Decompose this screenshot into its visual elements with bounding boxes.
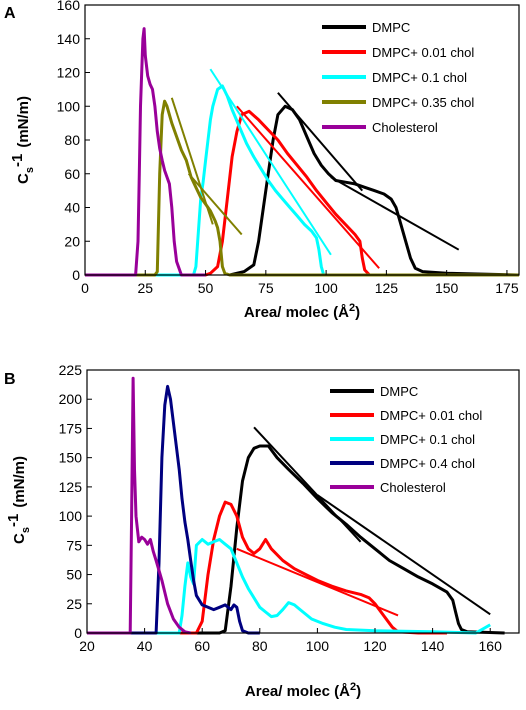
series-dmpc-fit-line	[277, 92, 364, 192]
panel-a-fit-lines	[170, 68, 460, 269]
panel-a-label: A	[4, 5, 16, 22]
y-tick-label: 160	[57, 0, 81, 13]
y-tick-label: 60	[64, 166, 80, 182]
y-tick-label: 140	[57, 31, 81, 47]
legend-label-dmpc: DMPC	[372, 20, 410, 35]
y-tick-label: 20	[64, 233, 80, 249]
series-dmpc-0-35-chol-fit-line	[187, 173, 243, 236]
series-dmpc-0-1-chol-fit-line	[209, 68, 332, 256]
x-tick-label: 160	[479, 638, 503, 654]
y-tick-label: 0	[72, 267, 80, 283]
x-tick-label: 80	[252, 638, 268, 654]
x-tick-label: 100	[306, 638, 330, 654]
series-cholesterol-line	[85, 27, 206, 277]
panel-a-legend: DMPC DMPC+ 0.01 chol DMPC+ 0.1 chol DMPC+ 0…	[322, 20, 474, 135]
panel-a-y-axis-label: Cs-1(mN/m)	[9, 96, 36, 184]
series-dmpc-line	[87, 444, 505, 635]
x-tick-label: 150	[435, 280, 459, 296]
series-cholesterol-line	[87, 376, 192, 635]
legend-label-dmpc-0-1-chol: DMPC+ 0.1 chol	[380, 432, 475, 447]
panel-b-x-ticks: 20 40 60 80 100 120 140 160	[79, 628, 502, 654]
legend-label-dmpc-0-4-chol: DMPC+ 0.4 chol	[380, 456, 475, 471]
panel-a-series	[85, 27, 520, 277]
x-tick-label: 120	[363, 638, 387, 654]
panel-a-y-ticks: 0 20 40 60 80 100 120 140 160	[57, 0, 90, 283]
series-dmpc-0-1-chol-line	[85, 84, 519, 277]
series-dmpc-0-01-chol-line	[85, 109, 519, 277]
series-dmpc-fit-line	[330, 176, 460, 251]
series-dmpc-0-35-chol-fit-line	[170, 97, 214, 225]
series-dmpc-0-01-chol-fit-line	[236, 547, 399, 617]
y-tick-label: 0	[74, 625, 82, 641]
legend-label-dmpc-0-01-chol: DMPC+ 0.01 chol	[372, 45, 474, 60]
y-tick-label: 25	[66, 596, 82, 612]
y-tick-label: 120	[57, 65, 81, 81]
series-dmpc-0-1-chol-line	[87, 538, 491, 635]
x-tick-label: 40	[137, 638, 153, 654]
series-dmpc-0-01-chol-fit-line	[236, 105, 380, 269]
panel-b-plot-frame	[86, 369, 520, 634]
series-dmpc-fit-line	[253, 426, 362, 543]
legend-label-cholesterol: Cholesterol	[372, 120, 438, 135]
x-tick-label: 140	[421, 638, 445, 654]
panel-b-label: B	[4, 371, 16, 388]
panel-b: B 20 40 60 80 100 120 140 160 0 25 50 75 100 125 150 1…	[4, 362, 520, 700]
y-tick-label: 175	[59, 420, 83, 436]
series-dmpc-fit-line	[316, 494, 491, 616]
x-tick-label: 25	[137, 280, 153, 296]
panel-b-y-ticks: 0 25 50 75 100 125 150 175 200 225	[59, 362, 92, 641]
legend-label-cholesterol: Cholesterol	[380, 480, 446, 495]
y-tick-label: 80	[64, 132, 80, 148]
legend-label-dmpc: DMPC	[380, 384, 418, 399]
panel-a: A 0 25 50 75 100 125 150 175 0 20 40 60 80 100 120 140…	[4, 0, 520, 321]
x-tick-label: 60	[194, 638, 210, 654]
x-tick-label: 50	[198, 280, 214, 296]
y-tick-label: 200	[59, 391, 83, 407]
x-tick-label: 125	[375, 280, 399, 296]
panel-b-x-axis-label: Area/ molec (Å2)	[245, 681, 361, 700]
panel-a-x-axis-label: Area/ molec (Å2)	[244, 302, 360, 321]
y-tick-label: 40	[64, 200, 80, 216]
x-tick-label: 20	[79, 638, 95, 654]
y-tick-label: 75	[66, 537, 82, 553]
x-tick-label: 175	[495, 280, 519, 296]
panel-b-fit-lines	[236, 426, 491, 617]
panel-b-legend: DMPC DMPC+ 0.01 chol DMPC+ 0.1 chol DMPC+ 0…	[330, 384, 482, 495]
y-tick-label: 125	[59, 479, 83, 495]
legend-label-dmpc-0-35-chol: DMPC+ 0.35 chol	[372, 95, 474, 110]
y-tick-label: 50	[66, 567, 82, 583]
panel-b-y-axis-label: Cs-1(mN/m)	[5, 456, 32, 544]
y-tick-label: 225	[59, 362, 83, 378]
y-tick-label: 150	[59, 450, 83, 466]
y-tick-label: 100	[59, 508, 83, 524]
x-tick-label: 100	[314, 280, 338, 296]
y-tick-label: 100	[57, 98, 81, 114]
x-tick-label: 75	[258, 280, 274, 296]
legend-label-dmpc-0-1-chol: DMPC+ 0.1 chol	[372, 70, 467, 85]
panel-a-x-ticks: 0 25 50 75 100 125 150 175	[81, 270, 519, 296]
series-dmpc-0-4-chol-line	[87, 384, 260, 635]
legend-label-dmpc-0-01-chol: DMPC+ 0.01 chol	[380, 408, 482, 423]
x-tick-label: 0	[81, 280, 89, 296]
